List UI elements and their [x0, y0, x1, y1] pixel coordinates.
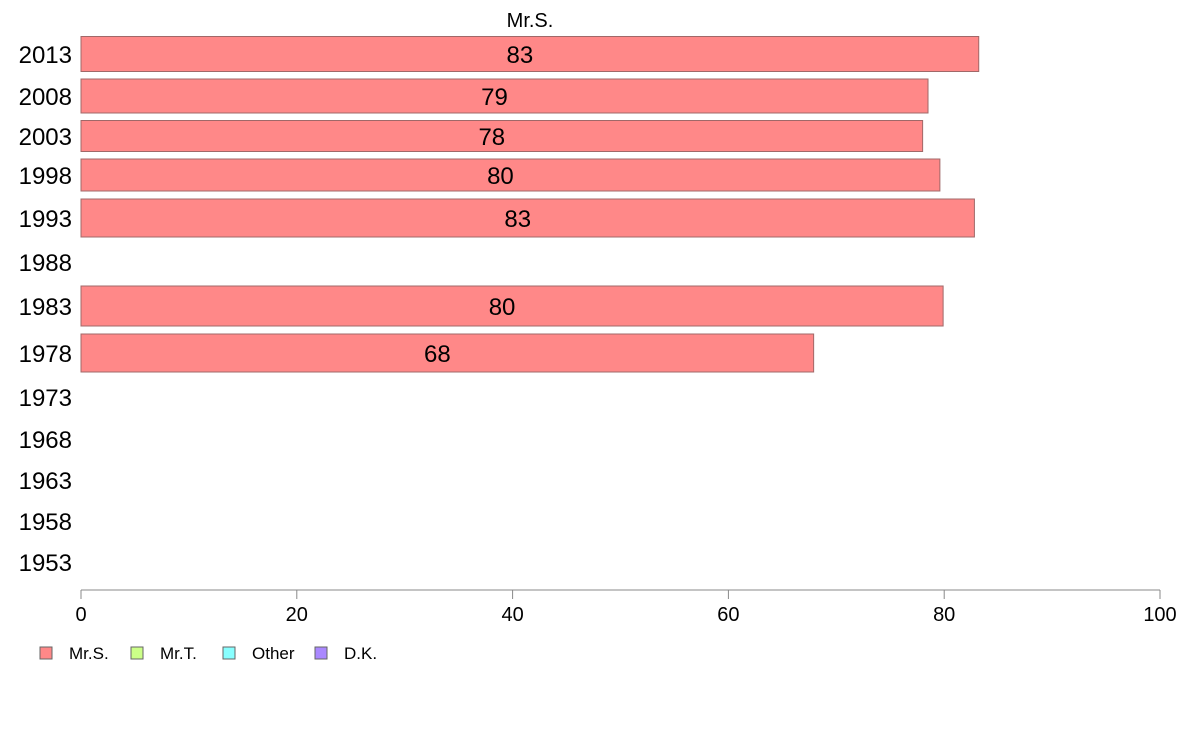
y-tick-label: 1983 — [19, 294, 72, 321]
y-tick-label: 2003 — [19, 124, 72, 151]
bar-value-label: 83 — [504, 206, 531, 233]
y-tick-label: 1993 — [19, 206, 72, 233]
legend-item: Other — [222, 644, 295, 663]
bar-value-label: 83 — [507, 42, 534, 69]
legend-item: D.K. — [314, 644, 377, 663]
x-tick-label: 60 — [717, 604, 739, 626]
x-tick-label: 20 — [286, 604, 308, 626]
bar — [80, 285, 944, 327]
legend-swatch — [130, 646, 144, 660]
bar-value-label: 80 — [487, 163, 514, 190]
bars-layer: 83 79 78 80 83 80 68 — [80, 36, 980, 373]
bar-value-label: 79 — [481, 84, 508, 111]
legend-item: Mr.T. — [130, 644, 197, 663]
legend-swatch — [314, 646, 328, 660]
y-tick-label: 1958 — [19, 509, 72, 536]
bar — [80, 333, 815, 373]
chart-title: Mr.S. — [507, 10, 554, 32]
bar — [80, 158, 941, 192]
legend-swatch — [222, 646, 236, 660]
legend-label: D.K. — [344, 644, 377, 663]
bar-value-label: 68 — [424, 341, 451, 368]
legend-swatch — [39, 646, 53, 660]
x-axis: 0 20 40 60 80 100 — [75, 589, 1177, 626]
y-tick-labels: 2013 2008 2003 1998 1993 1988 1983 1978 1973 1968… — [19, 42, 72, 577]
bar — [80, 36, 980, 72]
y-tick-label: 2008 — [19, 84, 72, 111]
y-tick-label: 2013 — [19, 42, 72, 69]
x-tick-label: 100 — [1143, 604, 1176, 626]
legend-item: Mr.S. — [39, 644, 109, 663]
bar-value-label: 80 — [489, 294, 516, 321]
y-tick-label: 1953 — [19, 550, 72, 577]
y-tick-label: 1963 — [19, 468, 72, 495]
y-tick-label: 1973 — [19, 385, 72, 412]
legend-label: Mr.S. — [69, 644, 109, 663]
x-tick-label: 80 — [933, 604, 955, 626]
bar — [80, 120, 924, 152]
legend-label: Other — [252, 644, 295, 663]
legend: Mr.S. Mr.T. Other D.K. — [39, 644, 377, 663]
bar — [80, 78, 929, 114]
y-tick-label: 1978 — [19, 341, 72, 368]
legend-label: Mr.T. — [160, 644, 197, 663]
bar — [80, 198, 975, 238]
bar-value-label: 78 — [478, 124, 505, 151]
y-tick-label: 1988 — [19, 250, 72, 277]
x-tick-label: 40 — [501, 604, 523, 626]
y-tick-label: 1968 — [19, 427, 72, 454]
x-tick-label: 0 — [75, 604, 86, 626]
y-tick-label: 1998 — [19, 163, 72, 190]
